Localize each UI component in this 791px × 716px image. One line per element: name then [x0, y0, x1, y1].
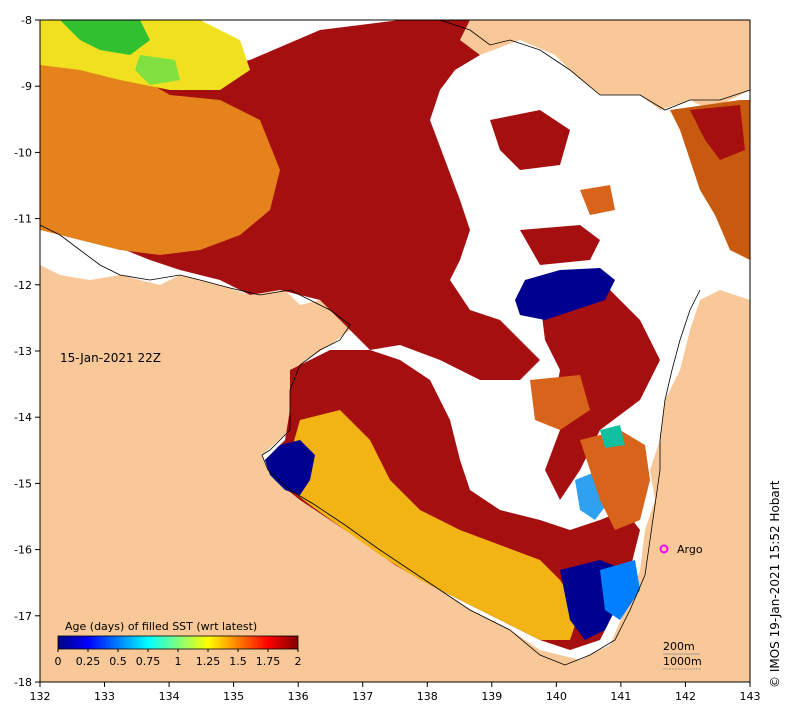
- coastline-south: [261, 289, 701, 666]
- lon-tick-label: 133: [94, 690, 115, 703]
- credit-text: © IMOS 19-Jan-2021 15:52 Hobart: [768, 480, 782, 688]
- lon-tick-label: 132: [30, 690, 51, 703]
- sst-age-patch-gulf-3: [540, 290, 660, 500]
- sst-age-band-green-nw-2: [135, 55, 180, 85]
- lon-tick-label: 135: [223, 690, 244, 703]
- colorbar-tick-label: 0.25: [76, 655, 101, 668]
- lat-tick-label: -17: [14, 610, 32, 623]
- colorbar-tick-label: 0.75: [136, 655, 161, 668]
- lon-tick-label: 140: [546, 690, 567, 703]
- contour-legend: 200m 1000m: [663, 640, 702, 670]
- sst-age-band-south-darkblue: [265, 440, 315, 495]
- coastline-west: [39, 224, 351, 456]
- lat-tick-label: -14: [14, 411, 32, 424]
- date-label: 15-Jan-2021 22Z: [60, 351, 161, 365]
- lon-tick-label: 138: [417, 690, 438, 703]
- lon-tick-label: 141: [610, 690, 631, 703]
- sst-age-band-east-orange: [580, 430, 650, 530]
- sst-age-patch-cyan: [600, 425, 625, 448]
- lon-tick-label: 143: [740, 690, 761, 703]
- contour-label-200m: 200m: [663, 640, 695, 653]
- sst-age-band-south-blue: [600, 560, 640, 620]
- sst-age-patch-orange-gulf-1: [580, 185, 615, 215]
- lat-tick-label: -12: [14, 279, 32, 292]
- lon-tick-label: 136: [288, 690, 309, 703]
- lon-tick-label: 134: [159, 690, 180, 703]
- colorbar-tick-label: 1: [175, 655, 182, 668]
- lon-tick-label: 142: [675, 690, 696, 703]
- longitude-axis: 132 133 134 135 136 137 138 139 140 141 142 143: [30, 682, 761, 703]
- argo-marker-icon: [659, 544, 669, 554]
- lon-tick-label: 139: [481, 690, 502, 703]
- contour-label-1000m: 1000m: [663, 655, 702, 668]
- colorbar-tick-label: 1.75: [256, 655, 281, 668]
- argo-label: Argo: [677, 543, 703, 556]
- sst-age-patch-gulf-1: [490, 110, 570, 170]
- colorbar-tick-label: 2: [295, 655, 302, 668]
- sst-age-band-green-nw: [60, 20, 150, 55]
- colorbar-title: Age (days) of filled SST (wrt latest): [65, 620, 257, 633]
- lon-tick-label: 137: [352, 690, 373, 703]
- argo-marker: Argo: [659, 543, 703, 556]
- sst-age-band-south-yellow: [285, 410, 580, 640]
- sst-age-patch-orange-gulf-2: [530, 375, 590, 430]
- lat-tick-label: -15: [14, 477, 32, 490]
- lat-tick-label: -9: [21, 80, 32, 93]
- sst-age-patch-gulf-2: [520, 225, 600, 265]
- colorbar-tick-label: 1.5: [229, 655, 247, 668]
- sst-age-band-ne-red: [690, 105, 745, 160]
- colorbar-tick-label: 1.25: [196, 655, 221, 668]
- lat-tick-label: -16: [14, 544, 32, 557]
- colorbar-tick-label: 0: [55, 655, 62, 668]
- coastline-north: [439, 19, 751, 111]
- lat-tick-label: -18: [14, 676, 32, 689]
- lat-tick-label: -13: [14, 345, 32, 358]
- sst-age-patch-darkblue-central: [515, 268, 615, 320]
- lat-tick-label: -8: [21, 14, 32, 27]
- colorbar-ticks: 0 0.25 0.5 0.75 1 1.25 1.5 1.75 2: [55, 649, 302, 668]
- lat-tick-label: -10: [14, 146, 32, 159]
- lat-tick-label: -11: [14, 213, 32, 226]
- colorbar-tick-label: 0.5: [109, 655, 127, 668]
- sst-age-band-orange-west: [40, 60, 280, 255]
- colorbar-gradient: [57, 635, 299, 650]
- latitude-axis: -8 -9 -10 -11 -12 -13 -14 -15 -16 -17 -18: [14, 14, 40, 689]
